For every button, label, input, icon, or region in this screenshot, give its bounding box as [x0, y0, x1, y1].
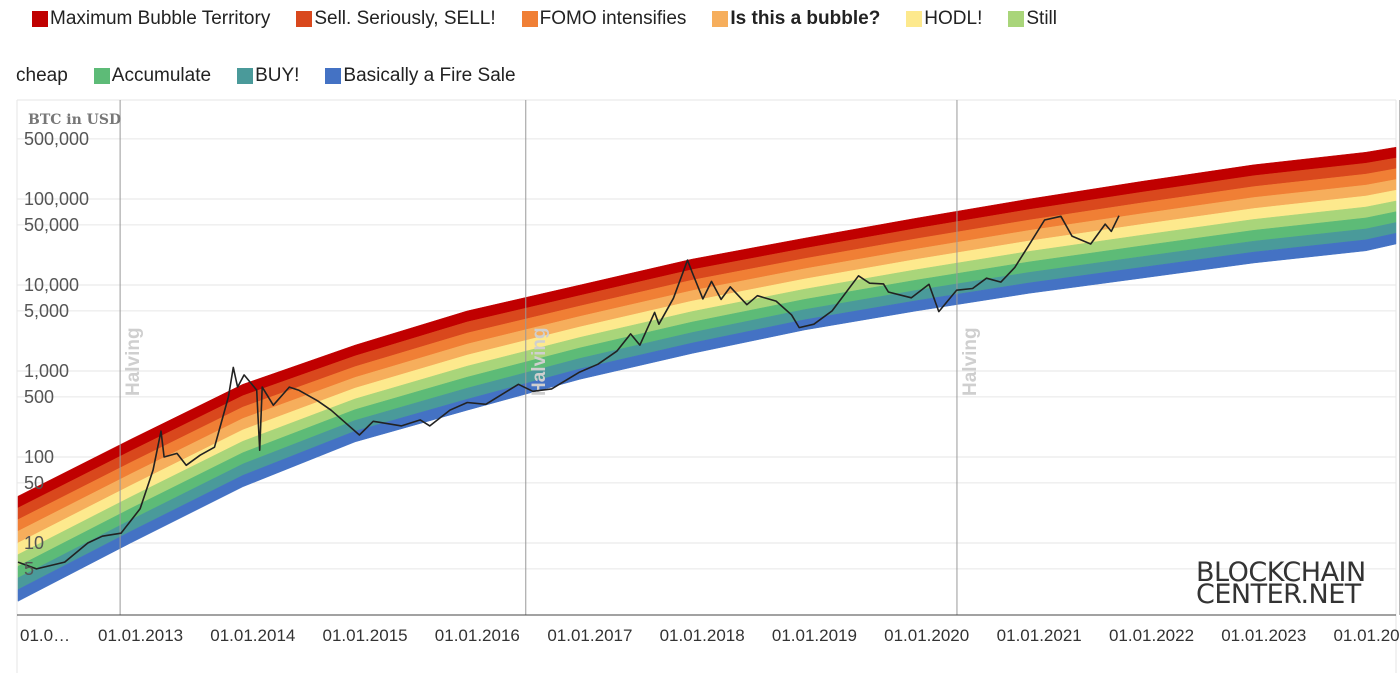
legend-label: Basically a Fire Sale [343, 65, 516, 86]
legend-item-buy[interactable]: BUY! [237, 65, 299, 87]
y-axis-ticks: 500,000 100,000 50,000 10,000 5,000 1,000 500 1… [24, 129, 89, 579]
legend-label: Sell. Seriously, SELL! [314, 8, 496, 29]
logo-line-2: CENTER.NET [1196, 579, 1362, 610]
y-tick-label: 5,000 [24, 301, 69, 321]
x-axis-ticks: 01.0… 01.01.2013 01.01.2014 01.01.2015 01.01… [20, 626, 1400, 645]
legend-swatch [325, 68, 342, 84]
legend-item-basically-a-fire-sale[interactable]: Basically a Fire Sale [325, 65, 516, 87]
legend-item-still[interactable]: Still [1008, 8, 1057, 30]
legend-item-hodl[interactable]: HODL! [906, 8, 982, 30]
halving-label: Halving [529, 327, 550, 396]
legend-label: BUY! [255, 65, 300, 86]
legend-swatch [521, 11, 538, 27]
band-basically-a-fire-sale [17, 232, 1397, 602]
legend-swatch [1008, 11, 1025, 27]
legend-item-fomo-intensifies[interactable]: FOMO intensifies [521, 8, 687, 30]
legend-swatch [93, 68, 110, 84]
x-tick-label: 01.01.2024 [1333, 626, 1400, 645]
legend-label: HODL! [924, 8, 983, 29]
legend-label: Accumulate [111, 65, 212, 86]
x-tick-label: 01.01.2016 [435, 626, 520, 645]
x-tick-label: 01.01.2017 [547, 626, 632, 645]
x-tick-label: 01.01.2019 [772, 626, 857, 645]
halving-lines: HalvingHalvingHalvingHalving [119, 100, 1400, 615]
legend-swatch [237, 68, 254, 84]
y-tick-label: 50 [24, 473, 44, 493]
legend-swatch [32, 11, 48, 27]
x-tick-label: 01.01.2021 [997, 626, 1082, 645]
legend-row-1: Maximum Bubble Territory Sell. Seriously,… [32, 4, 1083, 34]
legend-label: Still [1026, 8, 1057, 29]
legend-label: Maximum Bubble Territory [50, 8, 271, 29]
legend-item-sell-seriously-sell[interactable]: Sell. Seriously, SELL! [296, 8, 496, 30]
y-tick-label: 500,000 [24, 129, 89, 149]
x-tick-label: 01.01.2013 [98, 626, 183, 645]
y-tick-label: 100,000 [24, 189, 89, 209]
legend-still-cheap-continuation[interactable]: cheap [16, 65, 68, 86]
legend-label: Is this a bubble? [730, 8, 881, 29]
legend-swatch [296, 11, 313, 27]
legend-item-is-this-a-bubble[interactable]: Is this a bubble? [712, 8, 880, 30]
x-tick-label: 01.01.2015 [323, 626, 408, 645]
y-tick-label: 1,000 [24, 361, 69, 381]
halving-label: Halving [960, 327, 981, 396]
btc-price-line [17, 215, 1120, 570]
x-tick-label: 01.01.2018 [660, 626, 745, 645]
rainbow-bands [17, 146, 1397, 602]
y-tick-label: 100 [24, 447, 54, 467]
x-tick-label: 01.0… [20, 626, 70, 645]
y-tick-label: 50,000 [24, 215, 79, 235]
y-tick-label: 10,000 [24, 275, 79, 295]
price-series [17, 215, 1120, 570]
blockchaincenter-logo: BLOCKCHAIN CENTER.NET [1196, 557, 1366, 610]
y-tick-label: 10 [24, 533, 44, 553]
logo-line-1: BLOCKCHAIN [1196, 557, 1366, 588]
legend-swatch [906, 11, 923, 27]
x-tick-label: 01.01.2020 [884, 626, 969, 645]
y-tick-label: 5 [24, 559, 34, 579]
y-tick-label: 500 [24, 387, 54, 407]
legend-swatch [712, 11, 729, 27]
x-tick-label: 01.01.2014 [210, 626, 295, 645]
legend-item-maximum-bubble-territory[interactable]: Maximum Bubble Territory [32, 8, 270, 30]
x-tick-label: 01.01.2022 [1109, 626, 1194, 645]
legend-item-accumulate[interactable]: Accumulate [93, 65, 212, 87]
legend-row-2: cheap Accumulate BUY! Basically a Fire Sal… [16, 61, 542, 91]
x-tick-label: 01.01.2023 [1221, 626, 1306, 645]
y-axis-title: BTC in USD [28, 112, 121, 128]
halving-label: Halving [123, 327, 144, 396]
legend-label: FOMO intensifies [539, 8, 687, 29]
